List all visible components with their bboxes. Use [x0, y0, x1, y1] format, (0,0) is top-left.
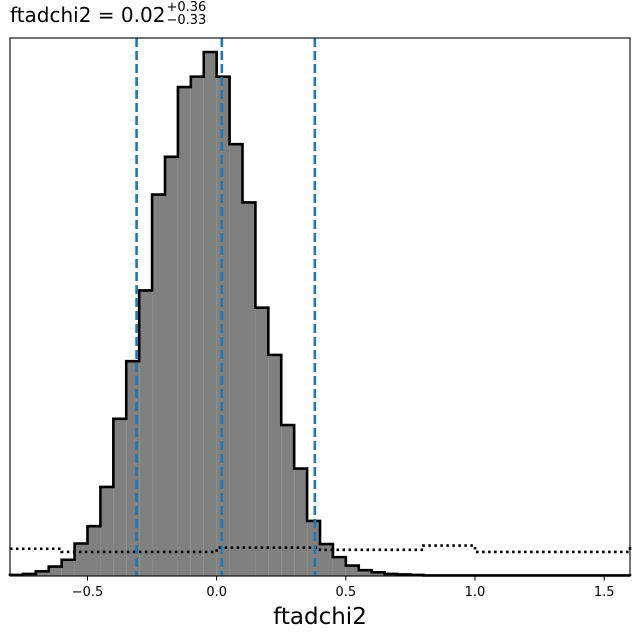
histogram-bar — [87, 526, 101, 576]
x-tick-label: −0.5 — [72, 585, 104, 600]
title-value: 0.02 — [120, 3, 166, 27]
histogram-bar — [152, 194, 165, 576]
histogram-bar — [294, 468, 308, 576]
x-axis-label: ftadchi2 — [273, 604, 367, 630]
histogram-bar — [242, 202, 256, 576]
histogram-bar — [320, 544, 333, 576]
x-tick-label: 1.0 — [465, 585, 486, 600]
plot-area: −0.5 0.0 0.5 1.0 1.5 — [8, 37, 632, 600]
chart-title: ftadchi2 = 0.02 +0.36 −0.33 — [10, 0, 206, 30]
histogram-bar — [203, 52, 217, 576]
histogram-bar — [371, 572, 385, 576]
histogram-bar — [74, 543, 88, 576]
histogram-bar — [268, 354, 282, 576]
histogram-bar — [48, 566, 62, 576]
histogram-bar — [139, 290, 153, 576]
plot-frame — [9, 37, 631, 577]
histogram-bar — [35, 571, 49, 576]
histogram-bar — [177, 87, 191, 576]
histogram-bar — [255, 307, 269, 576]
title-upper-error: +0.36 — [166, 0, 207, 15]
histogram-bar — [332, 557, 346, 576]
histogram-bar — [61, 559, 75, 576]
histogram-bar — [113, 418, 127, 576]
histogram-bar — [100, 486, 114, 576]
title-parameter: ftadchi2 = — [10, 3, 121, 27]
x-tick-label: 1.5 — [594, 585, 615, 600]
x-tick-label: 0.5 — [335, 585, 356, 600]
x-tick-label: 0.0 — [206, 585, 227, 600]
title-errors: +0.36 −0.33 — [166, 1, 206, 27]
prior-histogram-dotted — [10, 544, 632, 554]
histogram-bar — [229, 144, 243, 576]
histogram-bar — [190, 76, 204, 577]
histogram-bar — [165, 156, 178, 577]
histogram-bar — [281, 425, 295, 576]
title-lower-error: −0.33 — [166, 12, 207, 28]
histogram-bar — [358, 570, 372, 576]
histogram-bar — [345, 565, 359, 576]
